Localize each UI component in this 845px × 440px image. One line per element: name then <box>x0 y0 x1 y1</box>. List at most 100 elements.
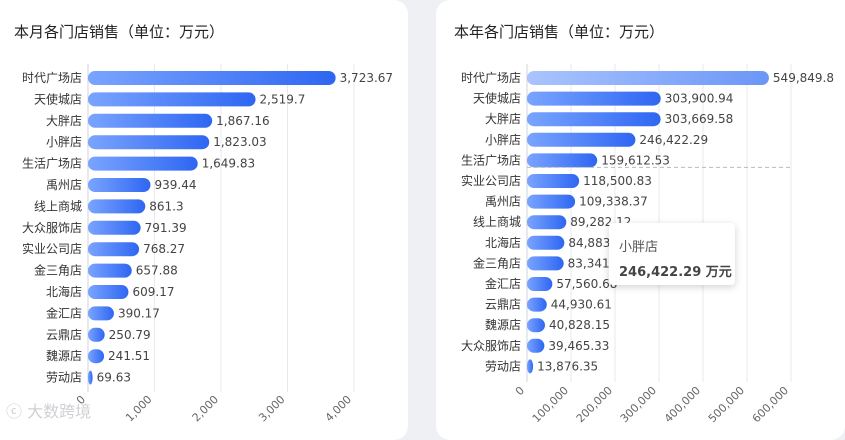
x-tick-label: 200,000 <box>574 384 615 425</box>
category-label: 劳动店 <box>46 371 82 385</box>
category-label: 金三角店 <box>34 263 82 278</box>
watermark-logo: ⓒ 大数跨境 <box>6 402 92 421</box>
category-label: 金汇店 <box>46 305 82 320</box>
bar[interactable] <box>527 277 553 291</box>
category-label: 小胖店 <box>485 133 521 147</box>
category-label: 金汇店 <box>485 276 521 291</box>
category-label: 大众服饰店 <box>461 339 521 353</box>
value-label: 57,560.68 <box>556 277 617 291</box>
value-label: 791.39 <box>145 221 187 235</box>
value-label: 109,338.37 <box>579 195 648 209</box>
bar[interactable] <box>527 132 636 147</box>
category-label: 魏源店 <box>46 348 82 363</box>
chart-tooltip: 小胖店 246,422.29 万元 <box>609 223 735 285</box>
bar[interactable] <box>88 199 146 214</box>
tooltip-store-value: 246,422.29 万元 <box>619 265 732 280</box>
x-tick-label: 100,000 <box>530 384 571 425</box>
category-label: 实业公司店 <box>461 173 521 188</box>
value-label: 303,669.58 <box>665 112 734 126</box>
value-label: 13,876.35 <box>537 359 598 373</box>
bar[interactable] <box>527 153 598 168</box>
x-tick-label: 500,000 <box>706 384 747 425</box>
value-label: 1,867.16 <box>216 114 269 128</box>
value-label: 657.88 <box>136 264 178 278</box>
value-label: 1,649.83 <box>202 157 255 171</box>
bar[interactable] <box>88 71 336 85</box>
category-label: 线上商城 <box>473 214 521 229</box>
category-label: 天使城店 <box>473 91 521 106</box>
bar[interactable] <box>88 370 93 385</box>
value-label: 40,828.15 <box>549 318 610 332</box>
bar[interactable] <box>88 306 114 321</box>
category-label: 实业公司店 <box>22 241 82 256</box>
category-label: 大胖店 <box>46 114 82 128</box>
value-label: 549,849.8 <box>773 71 834 85</box>
value-label: 241.51 <box>108 349 150 363</box>
bar[interactable] <box>88 242 140 257</box>
category-label: 云鼎店 <box>46 328 82 342</box>
bar[interactable] <box>527 112 661 127</box>
category-label: 北海店 <box>46 284 82 299</box>
bar[interactable] <box>88 135 210 150</box>
watermark-text: 大数跨境 <box>27 402 92 421</box>
value-label: 390.17 <box>118 306 160 320</box>
bar[interactable] <box>88 285 129 299</box>
value-label: 609.17 <box>133 285 175 299</box>
value-label: 246,422.29 <box>639 133 708 147</box>
value-label: 939.44 <box>154 178 196 192</box>
bar[interactable] <box>88 92 256 107</box>
x-tick-label: 400,000 <box>662 384 703 425</box>
category-label: 时代广场店 <box>22 71 82 85</box>
category-label: 生活广场店 <box>461 153 521 167</box>
bar[interactable] <box>527 194 576 209</box>
bar[interactable] <box>527 235 565 250</box>
x-tick-label: 600,000 <box>750 384 791 425</box>
bar[interactable] <box>527 71 769 85</box>
value-label: 861.3 <box>149 199 183 213</box>
category-label: 金三角店 <box>473 255 521 270</box>
bar[interactable] <box>88 178 151 192</box>
bar[interactable] <box>88 263 132 278</box>
bar[interactable] <box>527 318 545 333</box>
value-label: 768.27 <box>143 242 185 256</box>
value-label: 3,723.67 <box>340 71 393 85</box>
category-label: 大众服饰店 <box>22 221 82 235</box>
category-label: 大胖店 <box>485 112 521 126</box>
value-label: 159,612.53 <box>601 153 670 167</box>
bar[interactable] <box>527 215 567 230</box>
bar[interactable] <box>527 359 534 374</box>
bar[interactable] <box>527 256 564 271</box>
bar[interactable] <box>88 113 213 128</box>
x-tick-label: 300,000 <box>618 384 659 425</box>
yearly-sales-chart: 0 100,000 200,000 300,000 400,000 500,000 600,… <box>461 64 834 425</box>
value-label: 44,930.61 <box>551 298 612 312</box>
value-label: 118,500.83 <box>583 174 652 188</box>
value-label: 39,465.33 <box>548 339 609 353</box>
value-label: 69.63 <box>97 371 131 385</box>
x-tick-label: 0 <box>513 384 527 398</box>
category-label: 禹州店 <box>46 178 82 192</box>
category-label: 时代广场店 <box>461 71 521 85</box>
bar[interactable] <box>88 349 105 364</box>
value-label: 84,883 <box>568 236 610 250</box>
tooltip-store-name: 小胖店 <box>619 240 659 255</box>
value-label: 1,823.03 <box>213 135 266 149</box>
bar[interactable] <box>527 174 580 188</box>
category-label: 北海店 <box>485 235 521 250</box>
bar[interactable] <box>527 297 547 312</box>
bar[interactable] <box>527 91 661 106</box>
yearly-chart-title: 本年各门店销售（单位：万元） <box>454 23 665 41</box>
value-label: 2,519.7 <box>260 92 306 106</box>
bar[interactable] <box>88 327 105 342</box>
category-label: 生活广场店 <box>22 157 82 171</box>
value-label: 303,900.94 <box>665 92 734 106</box>
bar[interactable] <box>527 338 545 353</box>
value-label: 83,341 <box>568 256 610 270</box>
bar[interactable] <box>88 220 141 235</box>
bar[interactable] <box>88 156 198 171</box>
monthly-chart-title: 本月各门店销售（单位：万元） <box>14 23 225 41</box>
category-label: 小胖店 <box>46 135 82 149</box>
category-label: 魏源店 <box>485 317 521 332</box>
category-label: 云鼎店 <box>485 298 521 312</box>
